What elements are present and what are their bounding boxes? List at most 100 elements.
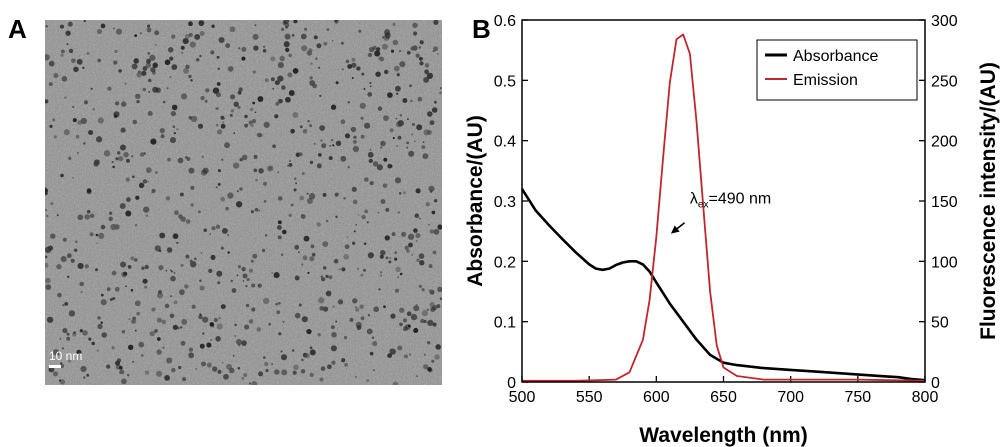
- nanoparticle: [198, 210, 201, 214]
- nanoparticle: [229, 113, 233, 117]
- nanoparticle: [179, 192, 184, 197]
- nanoparticle: [95, 268, 98, 272]
- nanoparticle: [220, 115, 225, 120]
- nanoparticle: [262, 45, 266, 48]
- scale-bar: [49, 365, 61, 368]
- nanoparticle: [45, 188, 48, 193]
- nanoparticle: [383, 305, 386, 309]
- nanoparticle: [126, 158, 130, 163]
- nanoparticle: [171, 367, 176, 373]
- nanoparticle: [111, 160, 114, 164]
- nanoparticle: [160, 134, 165, 139]
- nanoparticle: [115, 360, 120, 366]
- nanoparticle: [202, 332, 205, 335]
- nanoparticle: [332, 305, 335, 308]
- nanoparticle: [355, 223, 358, 226]
- nanoparticle: [60, 364, 65, 368]
- nanoparticle: [397, 276, 400, 279]
- nanoparticle: [216, 129, 223, 135]
- nanoparticle: [297, 251, 300, 254]
- nanoparticle: [242, 279, 245, 282]
- nanoparticle: [274, 114, 279, 119]
- nanoparticle: [180, 263, 184, 268]
- nanoparticle: [113, 27, 115, 30]
- nanoparticle: [349, 317, 354, 322]
- nanoparticle: [406, 141, 409, 145]
- nanoparticle: [383, 115, 389, 122]
- nanoparticle: [322, 192, 327, 197]
- nanoparticle: [237, 265, 241, 269]
- nanoparticle: [380, 146, 383, 149]
- nanoparticle: [411, 133, 414, 136]
- nanoparticle: [408, 242, 413, 248]
- nanoparticle: [171, 34, 176, 39]
- nanoparticle: [145, 167, 152, 173]
- nanoparticle: [413, 31, 418, 36]
- nanoparticle: [111, 270, 117, 276]
- nanoparticle: [165, 196, 171, 201]
- nanoparticle: [431, 107, 438, 113]
- nanoparticle: [248, 268, 253, 273]
- nanoparticle: [307, 120, 310, 123]
- nanoparticle: [82, 66, 85, 69]
- nanoparticle: [293, 364, 299, 371]
- nanoparticle: [421, 145, 426, 149]
- nanoparticle: [151, 191, 154, 194]
- x-tick-label: 600: [643, 389, 670, 406]
- nanoparticle: [45, 255, 48, 259]
- nanoparticle: [185, 219, 191, 224]
- nanoparticle: [321, 143, 327, 149]
- nanoparticle: [316, 163, 322, 169]
- tem-grain-texture: [45, 20, 442, 385]
- nanoparticle: [190, 79, 193, 82]
- nanoparticle: [128, 344, 134, 350]
- nanoparticle: [347, 64, 353, 69]
- nanoparticle: [131, 155, 134, 158]
- nanoparticle: [84, 264, 89, 269]
- nanoparticle: [217, 281, 221, 285]
- y-right-tick-label: 250: [931, 73, 958, 90]
- nanoparticle: [244, 114, 248, 119]
- nanoparticle: [159, 127, 165, 134]
- nanoparticle: [283, 41, 290, 48]
- nanoparticle: [135, 224, 137, 227]
- nanoparticle: [277, 196, 283, 201]
- nanoparticle: [216, 82, 221, 86]
- nanoparticle: [309, 256, 315, 262]
- nanoparticle: [280, 350, 283, 353]
- nanoparticle: [406, 249, 410, 253]
- nanoparticle: [380, 271, 383, 274]
- nanoparticle: [371, 336, 375, 340]
- nanoparticle: [97, 117, 104, 124]
- nanoparticle: [334, 192, 339, 197]
- nanoparticle: [201, 155, 204, 158]
- nanoparticle: [392, 39, 399, 46]
- nanoparticle: [351, 62, 357, 68]
- nanoparticle: [210, 254, 216, 260]
- nanoparticle: [177, 326, 180, 330]
- nanoparticle: [196, 58, 200, 62]
- legend-box: [756, 39, 918, 101]
- nanoparticle: [75, 240, 78, 244]
- nanoparticle: [148, 78, 152, 83]
- nanoparticle: [300, 33, 307, 40]
- nanoparticle: [338, 268, 341, 271]
- nanoparticle: [317, 333, 321, 337]
- nanoparticle: [335, 140, 342, 147]
- nanoparticle: [251, 307, 256, 312]
- x-tick-label: 500: [509, 389, 536, 406]
- nanoparticle: [439, 297, 442, 301]
- nanoparticle: [75, 249, 78, 252]
- nanoparticle: [66, 43, 69, 46]
- nanoparticle: [428, 289, 433, 293]
- nanoparticle: [379, 254, 384, 259]
- nanoparticle: [399, 322, 403, 327]
- nanoparticle: [272, 144, 276, 149]
- nanoparticle: [100, 23, 106, 29]
- nanoparticle: [373, 306, 380, 313]
- nanoparticle: [77, 262, 84, 269]
- nanoparticle: [340, 41, 344, 45]
- nanoparticle: [212, 366, 218, 372]
- nanoparticle: [309, 372, 314, 378]
- nanoparticle: [415, 233, 421, 239]
